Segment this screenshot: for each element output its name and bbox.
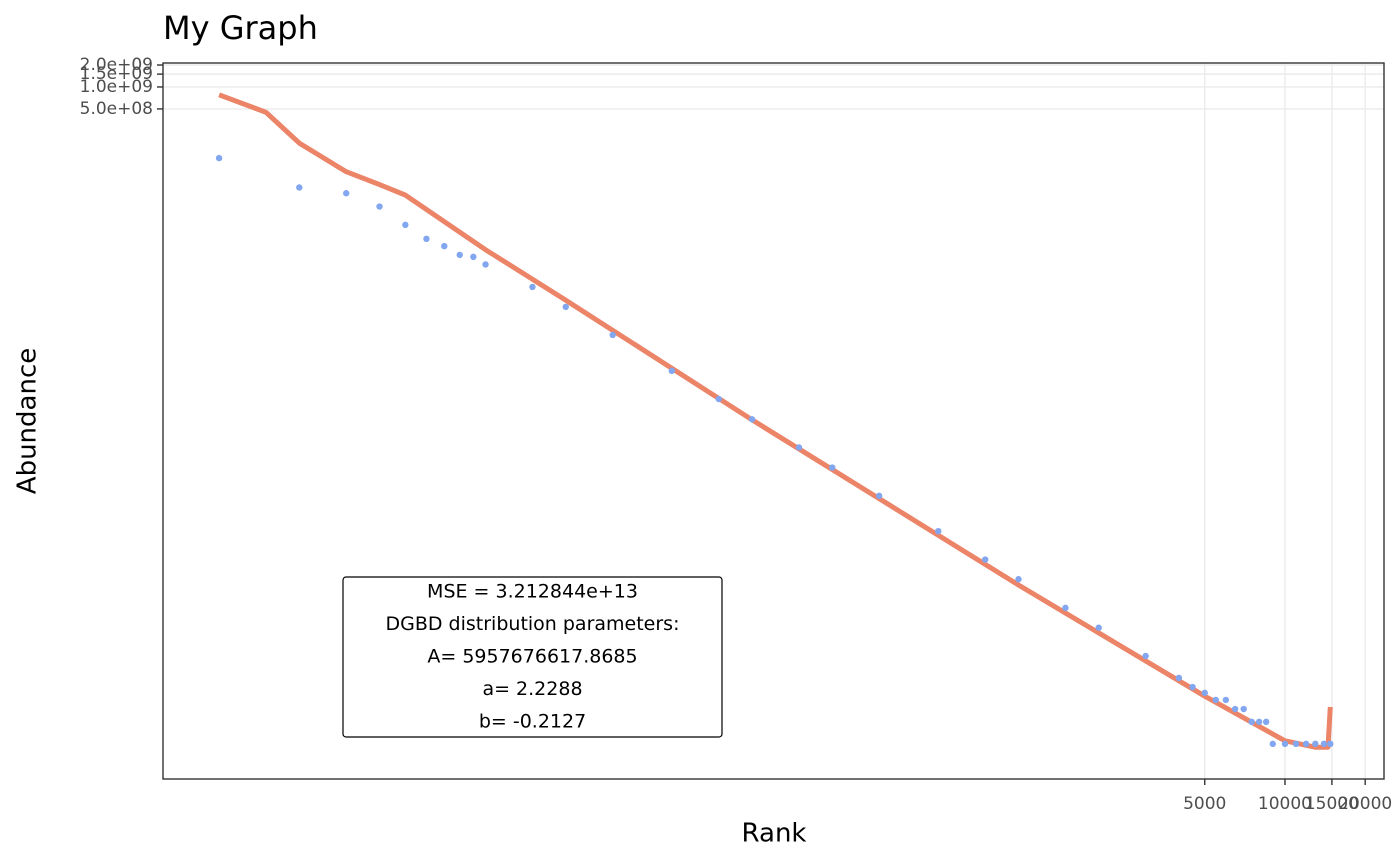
data-point — [1231, 705, 1239, 713]
data-point — [1189, 683, 1196, 691]
data-point — [215, 154, 223, 162]
data-point — [829, 464, 836, 471]
annotation-line: MSE = 3.212844e+13 — [427, 581, 638, 603]
data-point — [376, 203, 383, 210]
y-tick-label: 1.5e+09 — [80, 64, 153, 84]
data-point — [795, 444, 803, 451]
data-point — [441, 242, 448, 250]
annotation-line: a= 2.2288 — [482, 678, 582, 700]
data-point — [402, 221, 409, 229]
data-point — [1175, 674, 1183, 682]
data-point — [343, 190, 350, 197]
data-point — [935, 527, 942, 535]
data-point — [1201, 689, 1208, 697]
data-point — [456, 251, 463, 259]
x-axis-label: Rank — [742, 819, 807, 849]
y-tick-label: 1.0e+09 — [80, 77, 153, 97]
data-point — [296, 184, 303, 191]
data-point — [482, 261, 489, 268]
y-tick-label: 2.0e+09 — [80, 55, 153, 75]
data-point — [1302, 740, 1310, 748]
data-point — [470, 253, 477, 261]
data-point — [1212, 696, 1219, 704]
x-tick-label: 5000 — [1183, 794, 1226, 814]
data-point — [668, 367, 676, 375]
data-point — [1015, 576, 1022, 583]
data-point — [529, 283, 536, 291]
data-point — [875, 492, 883, 500]
x-tick-label: 15000 — [1305, 794, 1359, 814]
data-point — [1240, 705, 1247, 713]
y-tick-label: 5.0e+08 — [80, 99, 153, 119]
data-point — [1255, 718, 1263, 726]
annotation: MSE = 3.212844e+13 DGBD distribution para… — [342, 576, 723, 738]
data-point — [982, 556, 989, 563]
panel-border — [162, 62, 1385, 780]
annotation-line: b= -0.2127 — [479, 711, 586, 733]
annotation-line: DGBD distribution parameters: — [386, 613, 680, 635]
data-point — [1281, 740, 1289, 748]
data-point — [1312, 740, 1319, 748]
data-point — [1320, 740, 1328, 748]
data-point — [1262, 718, 1270, 726]
data-point — [562, 303, 569, 311]
data-point — [423, 235, 430, 243]
data-point — [715, 395, 722, 403]
x-tick-label: 10000 — [1258, 794, 1312, 814]
x-tick-label: 20000 — [1338, 794, 1392, 814]
data-point — [1327, 740, 1334, 748]
annotation-line: A= 5957676617.8685 — [427, 646, 637, 668]
data-point — [1222, 696, 1230, 704]
data-point — [1292, 740, 1300, 748]
data-point — [1248, 718, 1255, 726]
data-point — [1062, 604, 1069, 612]
data-point — [748, 416, 756, 423]
annotation-box — [342, 576, 723, 738]
y-axis-label: Abundance — [13, 348, 43, 494]
data-point — [1269, 740, 1276, 748]
data-point — [609, 331, 616, 339]
chart-title: My Graph — [163, 9, 318, 47]
data-point — [1142, 652, 1149, 660]
data-point — [1095, 624, 1102, 631]
